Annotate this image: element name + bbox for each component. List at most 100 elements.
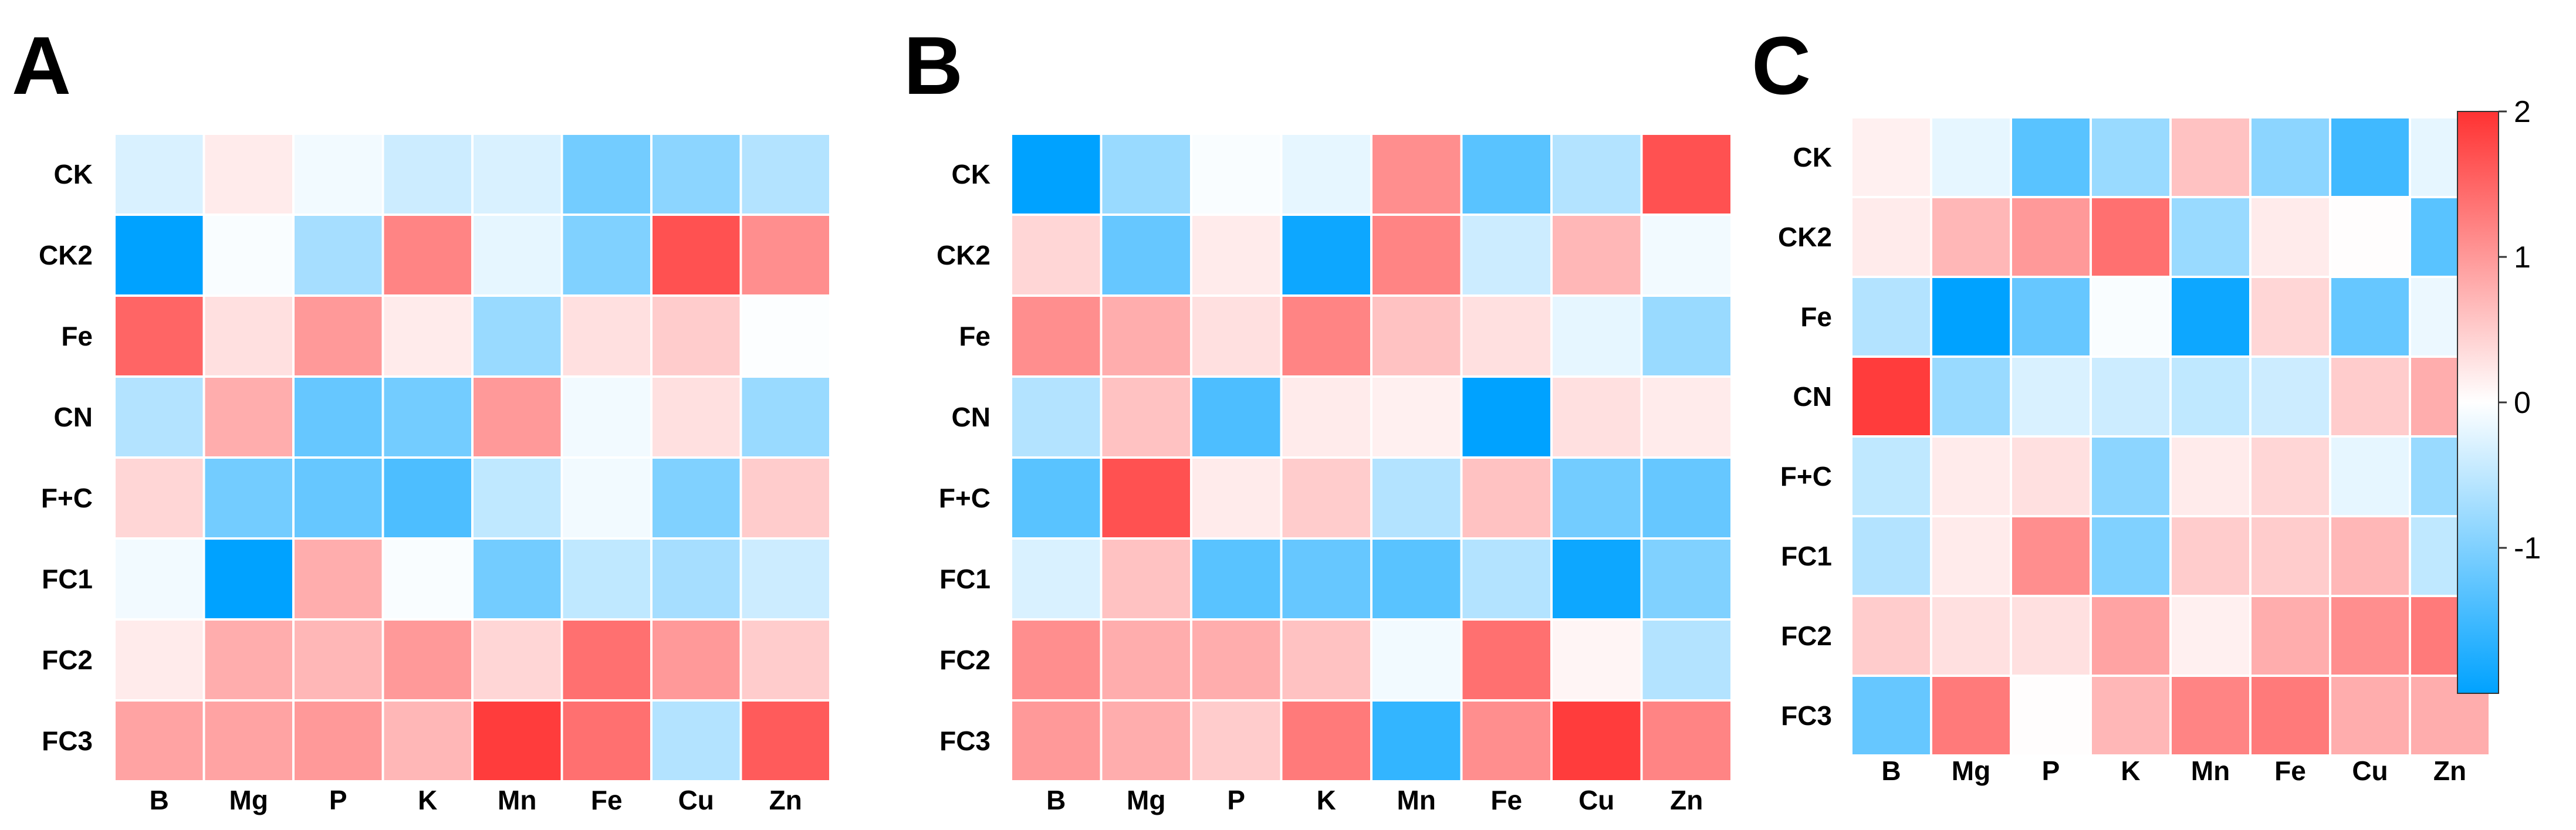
heatmap-cell-CN-Mg [1930,355,2012,438]
col-label: P [2042,756,2060,786]
heatmap-cell-Fe-Fe [1460,294,1553,378]
panel-letter: C [1752,19,1811,111]
heatmap-cell-CK2-P [1190,214,1283,297]
heatmap-cell-FC3-K [381,699,474,782]
col-label: Mg [1127,785,1165,815]
heatmap-cell-CK-Mn [471,133,563,216]
heatmap-cell-CK2-Mn [2169,196,2252,278]
heatmap-cell-CK-K [1280,133,1372,216]
heatmap-cell-FC3-Mn [2169,675,2252,757]
heatmap-cell-CK-Cu [650,133,742,216]
heatmap-cell-CK-Mg [1100,133,1192,216]
heatmap-cell-CK-Fe [2249,116,2331,198]
heatmap-cell-FC3-Mg [1930,675,2012,757]
col-label: Fe [1490,785,1522,815]
heatmap-cell-FC2-Fe [560,618,653,702]
col-label: Mg [1952,756,1990,786]
col-label: B [1881,756,1901,786]
heatmap-cell-CK-B [113,133,205,216]
heatmap-cell-CK2-K [1280,214,1372,297]
heatmap-cell-FC1-B [1850,515,1932,597]
col-label: B [1046,785,1066,815]
heatmap-cell-CN-Mg [202,375,295,459]
heatmap-cell-CK-Mn [1370,133,1463,216]
heatmap-cell-CK2-Cu [650,214,742,297]
heatmap-cell-FC1-Zn [1640,537,1733,621]
row-label: FC1 [939,564,990,594]
row-label: F+C [1780,461,1832,492]
col-label: Mg [229,785,268,815]
heatmap-cell-F+C-P [2010,435,2092,517]
heatmap-cell-F+C-Fe [560,456,653,540]
row-label: CN [952,402,990,432]
heatmap-cell-FC1-Cu [650,537,742,621]
heatmap-cell-F+C-B [1850,435,1932,517]
heatmap-cell-Fe-P [2010,276,2092,358]
row-label: Fe [959,321,990,351]
colorbar-tick-label: 2 [2514,95,2531,129]
heatmap-cell-F+C-K [381,456,474,540]
heatmap-cell-FC1-Zn [739,537,831,621]
heatmap-cell-Fe-Mg [1930,276,2012,358]
heatmap-cell-CK-Fe [560,133,653,216]
heatmap-cell-Fe-Mg [202,294,295,378]
heatmap-cell-CK-Zn [1640,133,1733,216]
heatmap-cell-CK2-K [2090,196,2172,278]
heatmap-cell-FC3-Mg [202,699,295,782]
heatmap-cell-FC3-Fe [2249,675,2331,757]
heatmap-cell-CN-Zn [739,375,831,459]
heatmap-cell-FC2-B [1850,595,1932,677]
heatmap-cell-FC2-P [2010,595,2092,677]
row-label: FC2 [939,645,990,675]
heatmap-cell-CK2-Cu [1550,214,1643,297]
heatmap-cell-CN-Cu [1550,375,1643,459]
heatmap-cell-FC2-K [2090,595,2172,677]
heatmap-cell-F+C-Mn [2169,435,2252,517]
heatmap-cell-FC3-K [2090,675,2172,757]
heatmap-cell-CN-P [1190,375,1283,459]
heatmap-cell-CK2-Zn [1640,214,1733,297]
heatmap-cell-CK-B [1850,116,1932,198]
heatmap-cell-CN-P [292,375,384,459]
heatmap-cell-CK2-Mg [1100,214,1192,297]
heatmap-cell-FC2-P [292,618,384,702]
heatmap-cell-CK2-Zn [739,214,831,297]
heatmap-cell-FC3-Fe [560,699,653,782]
heatmap-cell-FC1-Mg [1100,537,1192,621]
heatmap-cell-Fe-P [1190,294,1283,378]
heatmap-cell-FC2-Zn [739,618,831,702]
panel-letter: A [12,19,71,111]
heatmap-cell-CN-Cu [2329,355,2411,438]
heatmap-cell-Fe-Cu [1550,294,1643,378]
heatmap-cell-FC3-B [1010,699,1103,782]
heatmap-cell-FC2-P [1190,618,1283,702]
heatmap-cell-F+C-Fe [1460,456,1553,540]
heatmap-cell-F+C-Zn [739,456,831,540]
heatmap-cell-FC1-Cu [2329,515,2411,597]
col-label: Mn [498,785,536,815]
heatmap-cell-FC1-P [2010,515,2092,597]
heatmap-cell-CN-Fe [560,375,653,459]
heatmap-cell-Fe-P [292,294,384,378]
heatmap-cell-Fe-Zn [739,294,831,378]
heatmap-cell-FC3-Zn [1640,699,1733,782]
heatmap-cell-F+C-K [1280,456,1372,540]
heatmap-cell-CK2-P [292,214,384,297]
heatmap-cell-CK2-Mn [1370,214,1463,297]
col-label: P [1227,785,1245,815]
heatmap-cell-FC1-K [1280,537,1372,621]
heatmap-cell-CK2-B [113,214,205,297]
heatmap-cell-CK-Fe [1460,133,1553,216]
row-label: F+C [939,483,990,513]
col-label: P [329,785,347,815]
heatmap-cell-CK-Mg [202,133,295,216]
heatmap-cell-FC1-K [2090,515,2172,597]
heatmap-cell-F+C-Mn [471,456,563,540]
heatmap-cell-CN-Fe [2249,355,2331,438]
heatmap-cell-FC2-B [113,618,205,702]
heatmap-cell-Fe-Mn [1370,294,1463,378]
heatmap-cell-FC3-Mn [1370,699,1463,782]
heatmap-cell-CK-P [292,133,384,216]
heatmap-cell-F+C-B [1010,456,1103,540]
